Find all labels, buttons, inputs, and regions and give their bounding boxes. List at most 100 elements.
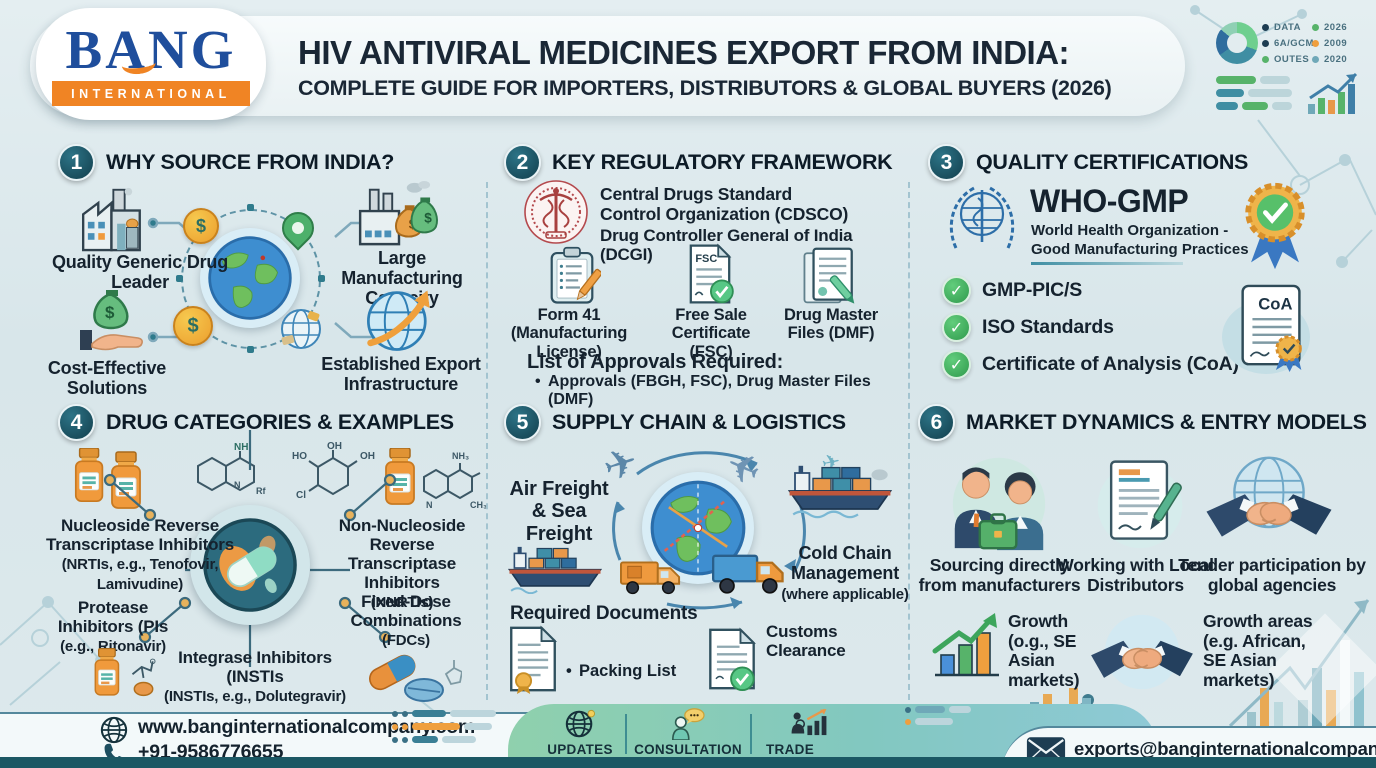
check-circle-icon: ✓ (942, 350, 971, 379)
factory-icon (81, 187, 141, 252)
bottle-chem-icon: NH₃ CH₃ N (385, 448, 486, 510)
hub-node-dot (176, 275, 183, 282)
cold-chain-label: Cold Chain Management (where applicable) (778, 543, 912, 604)
hub-node-dot (247, 204, 254, 211)
divider-col1-col2 (486, 182, 488, 700)
svg-text:Cl: Cl (296, 490, 306, 501)
section5-title: SUPPLY CHAIN & LOGISTICS (552, 410, 846, 434)
cert-list-item: GMP-PIC/S (982, 279, 1083, 301)
drug-category-label: Protease Inhibitors (PIs (e.g., Ritonavi… (38, 598, 188, 656)
section2-number-badge: 2 (504, 144, 541, 181)
divider-col2-col3 (908, 182, 910, 700)
donut-chart-decoration (1216, 22, 1258, 64)
cert-check-row: ✓ (942, 313, 971, 342)
delivery-truck-icon (620, 561, 681, 595)
website-link[interactable]: www.banginternationalcompany.com (138, 716, 476, 738)
email-address[interactable]: exports@banginternationalcompany.com (1074, 738, 1376, 759)
bottom-strip (0, 757, 1376, 768)
why-item-label: Cost-Effective Solutions (47, 358, 167, 399)
section5-number-badge: 5 (504, 404, 541, 441)
legend-item: 2026 (1312, 22, 1347, 33)
svg-text:OH: OH (327, 441, 342, 452)
cdsco-emblem-icon (524, 180, 588, 244)
document-seal-icon (510, 625, 558, 694)
drug-category-name: Nucleoside Reverse Transcriptase Inhibit… (46, 516, 234, 555)
trade-fairs-icon (791, 708, 827, 736)
dots-bars-doodle (905, 718, 953, 725)
svg-text:HO: HO (292, 451, 307, 462)
bars-decoration (1216, 102, 1292, 110)
dollar-coin-icon: $ (183, 208, 219, 244)
logistics-globe-icon (650, 480, 746, 576)
cert-check-row: ✓ (942, 276, 971, 305)
why-item-label: Quality Generic Drug Leader (51, 252, 229, 293)
coa-document-icon: CoA (1241, 284, 1302, 372)
dots-bars-doodle (392, 736, 476, 743)
legend-item: 2020 (1312, 54, 1347, 65)
svg-text:Rf: Rf (256, 486, 266, 496)
check-circle-icon: ✓ (942, 276, 971, 305)
svg-text:CH₃: CH₃ (470, 500, 486, 510)
required-doc-item: Packing List (566, 662, 1376, 681)
dots-bars-doodle (905, 706, 971, 713)
factory-moneybags-icon: $ $ (358, 180, 438, 246)
cert-description: World Health Organization - Good Manufac… (1031, 222, 1249, 258)
world-globe-icon (208, 236, 292, 320)
business-people-icon (952, 457, 1046, 551)
cert-name: WHO-GMP (1030, 183, 1189, 219)
approvals-title: List of Approvals Required: (527, 351, 784, 373)
section4-number-badge: 4 (58, 404, 95, 441)
nav-separator (750, 714, 752, 754)
fsc-certificate-icon: FSC (689, 243, 734, 304)
dmf-files-icon (803, 247, 855, 304)
section6-number-badge: 6 (918, 404, 955, 441)
page-subtitle: COMPLETE GUIDE FOR IMPORTERS, DISTRIBUTO… (298, 76, 1112, 100)
drug-category-detail: (NNRTIs) (370, 594, 434, 612)
cert-list-item: Certificate of Analysis (CoA) (982, 353, 1239, 375)
form41-clipboard-icon (550, 246, 601, 304)
drug-category-name: Non-Nucleoside Reverse Transcriptase Inh… (338, 516, 466, 593)
drug-category-label: Non-Nucleoside Reverse Transcriptase Inh… (318, 516, 486, 612)
dollar-coin-icon: $ (173, 306, 213, 346)
brand-logo: BANG INTERNATIONAL (36, 8, 266, 120)
nav-item-updates[interactable]: UPDATES (540, 708, 620, 757)
delivery-truck-icon (712, 554, 784, 594)
authority-name-secondary: Drug Controller General of India (DCGI) (600, 226, 853, 265)
drug-category-detail: (FDCs) (382, 632, 430, 650)
section5-header: 5 SUPPLY CHAIN & LOGISTICS (504, 404, 846, 441)
drug-category-name: Integrase Inhibitors (INSTIs (178, 648, 332, 687)
email-envelope-icon (1026, 737, 1066, 763)
capsule-hub-icon (203, 518, 297, 612)
authority-name: Central Drugs Standard Control Organizat… (600, 184, 849, 224)
svg-text:$: $ (105, 303, 115, 322)
drug-category-label: Fixed-Dose Combinations (FDCs) (325, 592, 487, 650)
nav-item-consultation[interactable]: CONSULTATION (634, 708, 742, 757)
regulatory-doc-label: Drug Master Files (DMF) (783, 306, 879, 343)
svg-text:NH₃: NH₃ (452, 451, 469, 461)
approvals-item: Approvals (FBGH, FSC), Drug Master Files… (535, 373, 895, 409)
chem-structure-icon: OH HO OH Cl (292, 441, 375, 501)
regulatory-doc-label: Form 41 (Manufacturing License) (510, 306, 628, 361)
bottle-molecule-icon (94, 648, 156, 697)
bars-decoration (1216, 76, 1290, 84)
cold-chain-detail: (where applicable) (781, 586, 909, 604)
hub-node-dot (247, 346, 254, 353)
drug-category-name: Protease Inhibitors (PIs (57, 598, 169, 637)
drug-category-name: Fixed-Dose Combinations (350, 592, 462, 631)
svg-text:FSC: FSC (695, 253, 717, 265)
entry-model-label: Working with Local Distributors (1057, 555, 1214, 595)
drug-category-label: Integrase Inhibitors (INSTIs (INSTIs, e.… (150, 648, 360, 706)
mini-bar-chart-decoration (1308, 72, 1358, 114)
section1-title: WHY SOURCE FROM INDIA? (106, 150, 395, 174)
entry-model-label: Sourcing directly from manufacturers (918, 555, 1081, 595)
section4-title: DRUG CATEGORIES & EXAMPLES (106, 410, 454, 434)
section3-number-badge: 3 (928, 144, 965, 181)
legend-item: OUTES (1262, 54, 1309, 65)
brand-logo-name: BANG (65, 19, 237, 80)
globe-arrow-icon (367, 290, 430, 351)
why-item-label: Established Export Infrastructure (321, 354, 481, 395)
hand-money-icon: $ (80, 290, 143, 351)
global-handshake-icon (1206, 456, 1332, 537)
cert-underline-decoration (1031, 262, 1183, 265)
section1-header: 1 WHY SOURCE FROM INDIA? (58, 144, 394, 181)
